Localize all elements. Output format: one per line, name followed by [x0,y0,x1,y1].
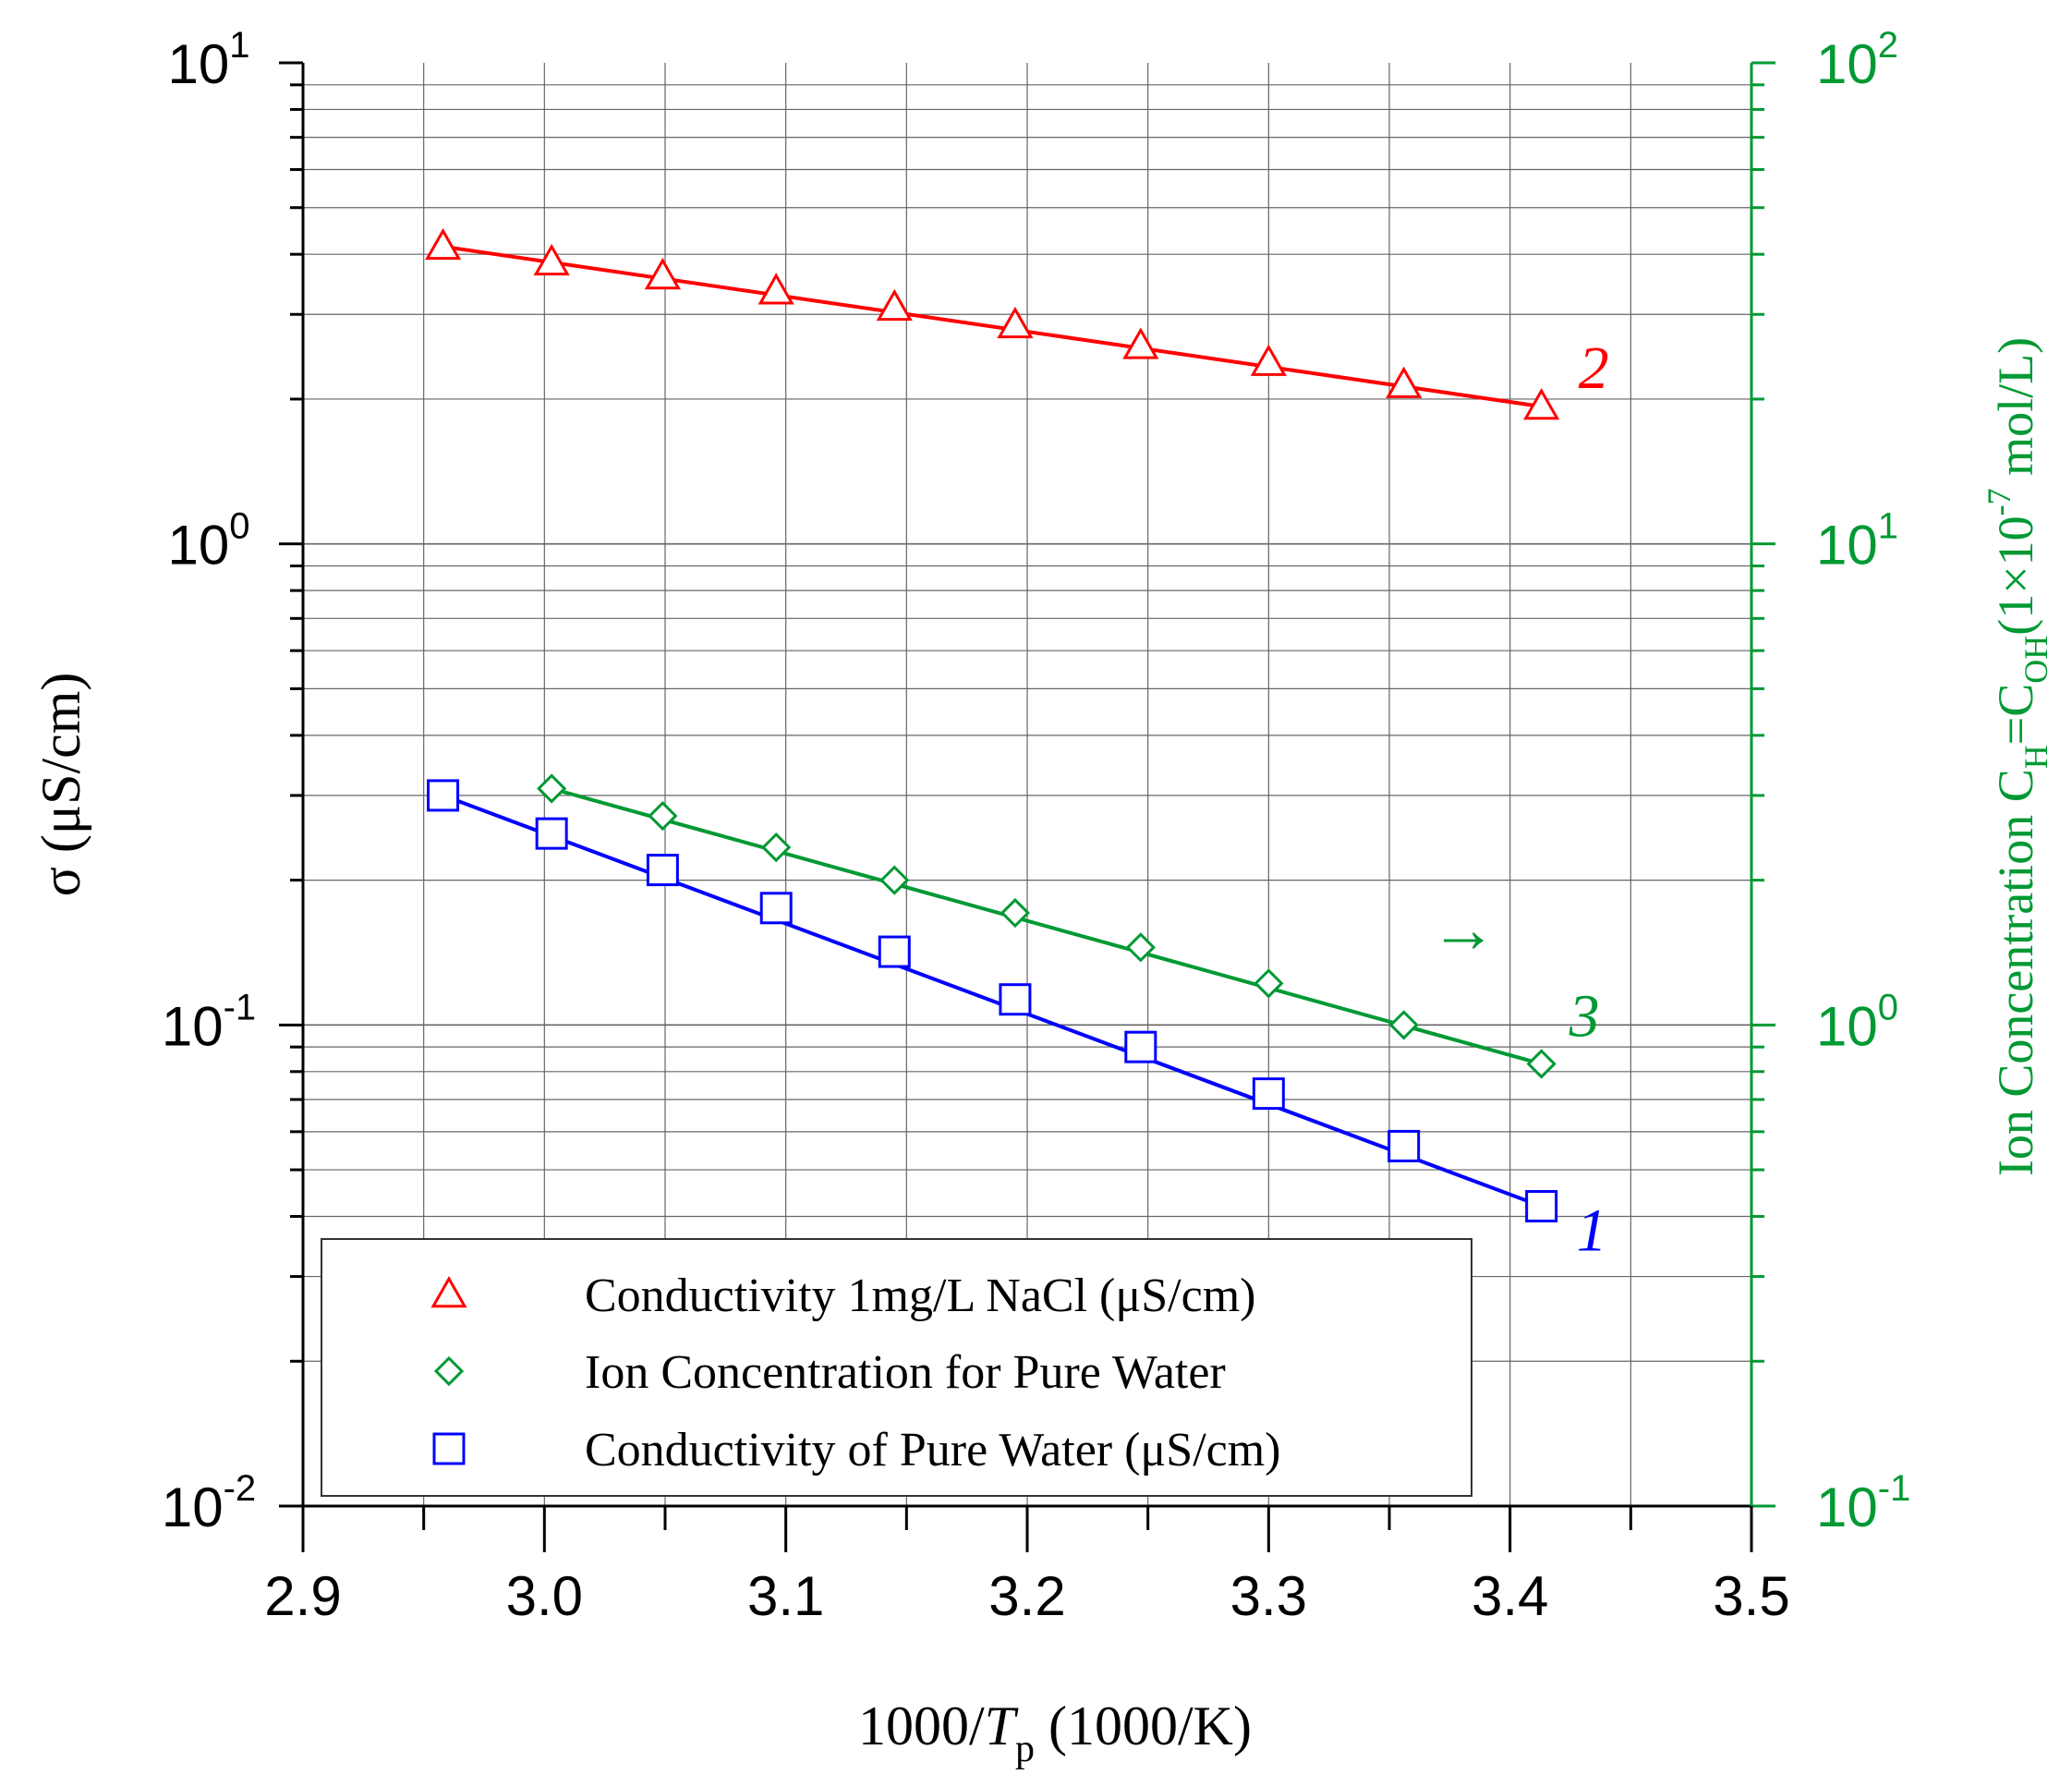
x-axis-title: 1000/Tp (1000/K) [858,1695,1252,1770]
legend-marker-square [432,1432,466,1465]
series-3-point [878,935,911,968]
series-2-line [551,786,1543,1066]
y-axis-title: σ (μS/cm) [30,673,91,897]
series-3-number-label: 3 [1569,982,1600,1050]
legend: Conductivity 1mg/L NaCl (μS/cm) Ion Conce… [321,1238,1472,1497]
y2-tick-label: 102 [1816,25,1898,95]
series-lines [442,244,1543,1209]
y-tick-label: 10-2 [162,1468,256,1538]
series-2-point [761,832,792,863]
x-tick-label: 3.2 [988,1565,1065,1627]
series-3-point [646,854,679,887]
series-1-point [757,273,794,305]
series-3-point [1252,1077,1285,1111]
x-tick-label: 2.9 [264,1565,341,1627]
series-3-line [442,794,1543,1209]
legend-label: Ion Concentration for Pure Water [585,1346,1226,1399]
series-labels: 2 3 1 → [1430,334,1608,1265]
y-tick-label: 10-1 [162,987,256,1057]
series-2-point [1000,897,1031,929]
right-axis-arrow: → [1430,893,1496,966]
series-2-point [1254,968,1284,999]
tick-labels: 2.9 3.0 3.1 3.2 3.3 3.4 3.5 10-2 10-1 100 101 10-1 1… [162,25,1910,1627]
series-3-point [1387,1129,1421,1162]
x-tick-label: 3.3 [1230,1565,1307,1627]
series-3-point [759,892,793,925]
series-2-point [537,773,567,804]
series-1-point [533,243,570,276]
series-1-point [1122,327,1159,359]
series-3-point [427,779,460,812]
x-tick-label: 3.0 [506,1565,583,1627]
legend-label: Conductivity of Pure Water (μS/cm) [585,1424,1281,1476]
series-3-point [1525,1189,1558,1222]
series-2-number-label: 2 [1579,334,1609,402]
series-1-point [424,227,462,261]
x-tick-label: 3.5 [1713,1565,1789,1627]
axes [279,61,1775,1552]
series-1-line [442,244,1542,408]
y-tick-label: 101 [168,25,250,95]
series-3-point [999,983,1032,1016]
series-2-point [1388,1010,1419,1040]
y2-tick-label: 10-1 [1816,1468,1910,1538]
series-1-point [1523,387,1560,420]
y-tick-label: 100 [168,506,250,577]
y2-axis-title: Ion Concentration CH=COH(1×10-7 mol/L) [1981,337,2054,1176]
series-2-point [1125,932,1156,963]
legend-box [321,1238,1472,1497]
x-tick-label: 3.1 [747,1565,824,1627]
series-2-point [879,865,910,895]
x-tick-label: 3.4 [1472,1565,1548,1627]
series-3-point [535,817,568,850]
series-2-point [1526,1049,1557,1079]
series-1-point [997,306,1034,339]
y2-tick-label: 101 [1816,506,1898,577]
series-2-point [648,800,678,832]
axis-titles: 1000/Tp (1000/K) σ (μS/cm) Ion Concentrati… [30,337,2054,1770]
series-1-point [644,257,681,290]
legend-label: Conductivity 1mg/L NaCl (μS/cm) [585,1270,1255,1322]
series-1-point [1250,344,1287,376]
series-1-point [876,288,913,322]
series-1-number-label: 1 [1577,1197,1607,1264]
series-markers [424,227,1560,1222]
legend-marker-triangle [430,1275,467,1308]
legend-marker-diamond [433,1355,465,1387]
series-3-point [1124,1030,1157,1063]
series-1-point [1386,366,1423,398]
y2-tick-label: 100 [1816,987,1898,1057]
